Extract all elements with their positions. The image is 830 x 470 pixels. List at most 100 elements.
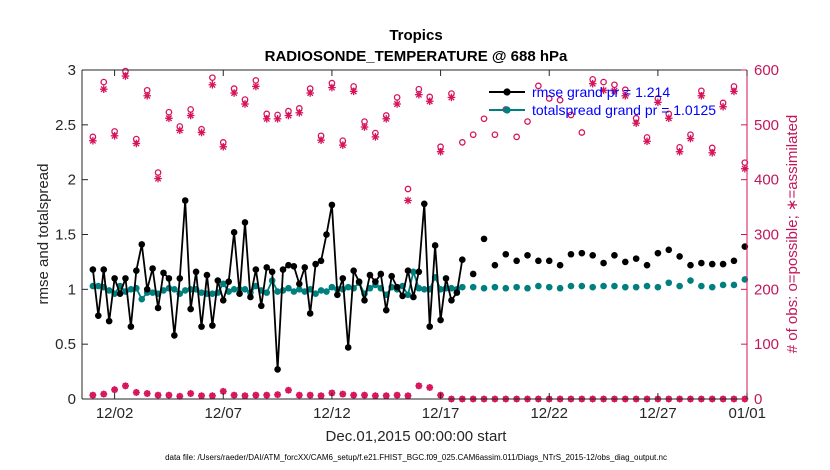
- obs-assimilated-point: [186, 111, 195, 120]
- rmse-point: [105, 317, 113, 325]
- rmse-point: [339, 275, 347, 282]
- obs-low-possible-point: [339, 390, 347, 398]
- obs-assimilated-point: [393, 100, 401, 108]
- rmse-point: [377, 270, 385, 278]
- rmse-point: [122, 275, 129, 282]
- obs-low-possible-point: [252, 391, 260, 399]
- obs-assimilated-point: [708, 148, 717, 157]
- rmse-point: [388, 272, 395, 280]
- rmse-point: [230, 229, 238, 236]
- obs-assimilated-point: [208, 81, 217, 89]
- obs-possible-point: [535, 82, 542, 90]
- y-tick-label: 0: [68, 391, 76, 408]
- obs-assimilated-point: [697, 91, 706, 100]
- spread-point: [285, 284, 292, 292]
- spread-point: [350, 284, 357, 292]
- obs-assimilated-point: [165, 114, 173, 123]
- spread-point: [344, 283, 352, 291]
- obs-low-possible-point: [382, 392, 390, 399]
- obs-low-possible-point: [122, 382, 129, 390]
- obs-assimilated-point: [371, 133, 380, 141]
- rmse-point: [632, 255, 640, 262]
- rmse-point: [741, 243, 749, 250]
- chart-subtitle: RADIOSONDE_TEMPERATURE @ 688 hPa: [265, 48, 568, 65]
- spread-point: [230, 286, 238, 293]
- rmse-point: [138, 241, 146, 248]
- rmse-point: [94, 312, 102, 319]
- rmse-point: [187, 305, 194, 313]
- obs-assimilated-point: [675, 147, 684, 156]
- rmse-point: [535, 257, 542, 265]
- obs-possible-point: [600, 78, 607, 86]
- rmse-point: [502, 250, 510, 258]
- obs-assimilated-point: [132, 139, 141, 148]
- x-tick-label: 12/07: [204, 405, 242, 422]
- spread-point: [274, 288, 281, 295]
- rmse-point: [133, 267, 140, 274]
- y-axis-label: rmse and totalspread: [35, 164, 52, 305]
- rmse-point: [143, 286, 151, 293]
- obs-possible-point: [480, 115, 488, 123]
- spread-point: [410, 268, 417, 276]
- spread-point: [513, 283, 520, 291]
- rmse-point: [306, 310, 314, 317]
- obs-assimilated-point: [338, 141, 347, 149]
- obs-possible-point: [578, 129, 586, 136]
- obs-assimilated-point: [89, 136, 97, 145]
- y-tick-label: 1.5: [55, 227, 76, 244]
- obs-assimilated-point: [273, 115, 282, 123]
- rmse-point: [654, 249, 662, 257]
- rmse-point: [247, 293, 254, 301]
- x-tick-label: 12/12: [313, 405, 351, 422]
- obs-possible-point: [567, 111, 575, 119]
- obs-assimilated-point: [317, 136, 325, 144]
- spread-point: [730, 281, 738, 289]
- rmse-point: [323, 231, 330, 238]
- rmse-point: [372, 278, 379, 285]
- obs-assimilated-point: [588, 79, 597, 88]
- y-tick-label: 3: [68, 62, 76, 79]
- obs-assimilated-point: [404, 196, 412, 205]
- obs-low-possible-point: [306, 391, 314, 399]
- rmse-point: [431, 242, 439, 249]
- rmse-point: [111, 275, 118, 282]
- rmse-point: [687, 261, 694, 269]
- spread-point: [654, 283, 662, 291]
- chart-title: Tropics: [389, 27, 442, 44]
- spread-point: [491, 283, 499, 291]
- obs-assimilated-point: [349, 87, 358, 96]
- obs-low-possible-point: [241, 392, 249, 399]
- obs-low-possible-point: [230, 391, 238, 399]
- legend-rmse-marker: [503, 88, 511, 96]
- obs-low-possible-point: [285, 386, 292, 394]
- rmse-point: [355, 278, 363, 285]
- spread-point: [719, 281, 727, 289]
- y-right-tick-label: 500: [754, 117, 779, 134]
- obs-low-possible-point: [198, 392, 205, 399]
- rmse-point: [285, 261, 292, 269]
- spread-point: [171, 286, 178, 293]
- obs-assimilated-point: [436, 147, 445, 156]
- rmse-point: [545, 257, 553, 265]
- rmse-point: [268, 268, 276, 276]
- spread-point: [94, 282, 102, 290]
- obs-assimilated-point: [654, 98, 662, 107]
- rmse-point: [209, 322, 216, 329]
- y-right-tick-label: 0: [754, 391, 762, 408]
- obs-assimilated-point: [219, 142, 228, 151]
- obs-possible-point: [100, 78, 108, 86]
- obs-low-possible-point: [274, 391, 281, 398]
- rmse-point: [393, 283, 401, 291]
- rmse-point: [491, 261, 499, 269]
- rmse-point: [317, 257, 325, 265]
- legend-spread-marker: [503, 106, 511, 114]
- rmse-point: [312, 260, 319, 268]
- rmse-point: [415, 268, 423, 276]
- rmse-point: [198, 323, 205, 330]
- legend-rmse-label: rmse grand pr = 1.214: [532, 84, 670, 100]
- spread-point: [127, 286, 135, 293]
- rmse-point: [290, 263, 298, 270]
- spread-point: [698, 282, 705, 290]
- rmse-point: [236, 290, 243, 298]
- rmse-point: [622, 258, 629, 266]
